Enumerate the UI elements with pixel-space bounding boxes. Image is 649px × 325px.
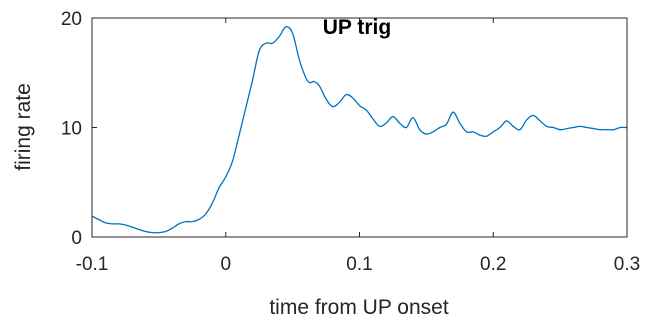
plot-area (92, 18, 627, 237)
x-tick-label: 0.1 (346, 254, 372, 275)
series-line (91, 26, 628, 234)
y-tick-label: 10 (61, 119, 82, 140)
axes-frame (91, 17, 628, 238)
y-axis-label: firing rate (12, 83, 35, 171)
x-tick-label: 0.3 (614, 254, 640, 275)
y-tick-label: 20 (61, 9, 82, 30)
x-tick-label: 0.2 (480, 254, 506, 275)
chart-title: UP trig (323, 16, 391, 39)
y-axis-ticks: 0 10 20 (61, 9, 627, 249)
x-tick-label: -0.1 (76, 254, 109, 275)
x-axis-label: time from UP onset (269, 296, 449, 319)
y-tick-label: 0 (71, 228, 82, 249)
x-axis-ticks: -0.1 0 0.1 0.2 0.3 (76, 18, 640, 275)
x-tick-label: 0 (220, 254, 231, 275)
